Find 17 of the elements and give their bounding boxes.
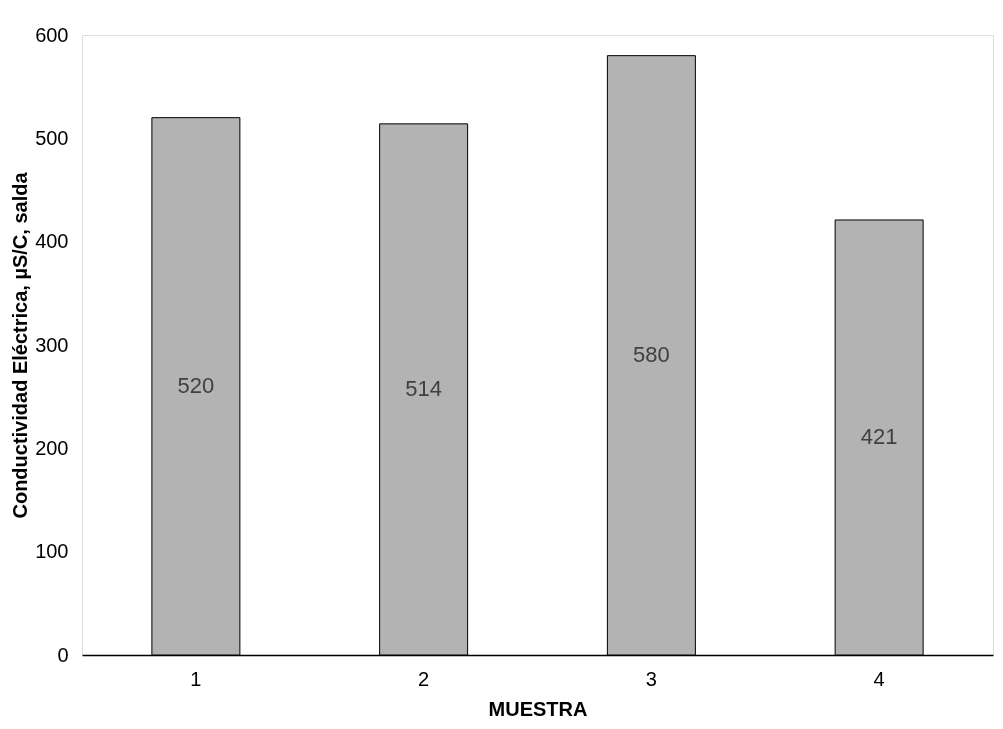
x-tick-label: 4 bbox=[873, 667, 885, 690]
x-tick-label: 1 bbox=[190, 667, 202, 690]
x-axis-title: MUESTRA bbox=[488, 697, 588, 720]
data-label: 421 bbox=[860, 424, 898, 450]
x-tick-label: 3 bbox=[645, 667, 657, 690]
data-label: 580 bbox=[633, 342, 670, 368]
data-label: 520 bbox=[177, 373, 215, 399]
y-tick-label: 400 bbox=[35, 230, 69, 253]
y-tick-label: 500 bbox=[35, 126, 69, 149]
x-tick-label: 2 bbox=[418, 667, 430, 690]
y-tick-label: 600 bbox=[35, 23, 69, 46]
y-tick-label: 300 bbox=[35, 333, 69, 356]
y-tick-label: 200 bbox=[35, 436, 69, 459]
data-label: 514 bbox=[405, 376, 442, 402]
y-tick-label: 100 bbox=[35, 540, 69, 563]
y-tick-label: 0 bbox=[57, 643, 69, 666]
y-axis-title: Conductividad Eléctrica, µS/C, salda bbox=[9, 171, 32, 519]
